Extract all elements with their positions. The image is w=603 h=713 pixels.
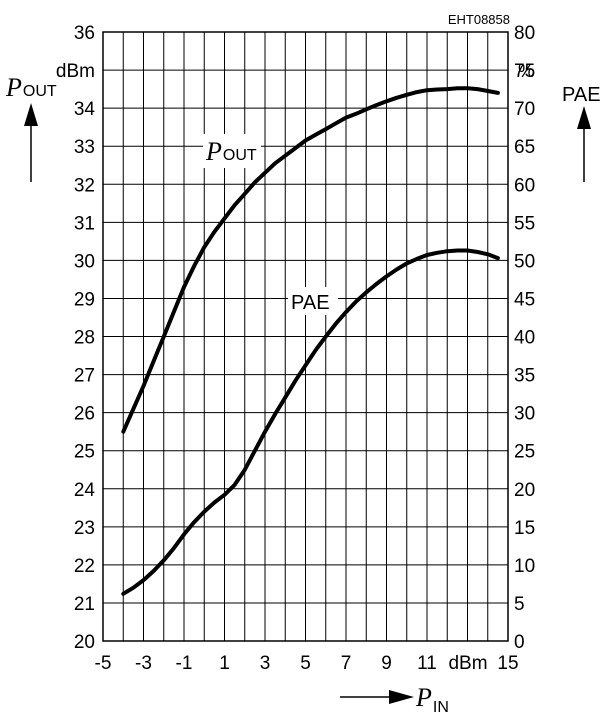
x-axis-tick-label: 15	[497, 653, 518, 674]
x-axis-ticks: -5 -3 -1 1 3 5 7 9 11 15	[95, 653, 519, 674]
right-axis-unit: %	[518, 61, 535, 82]
x-axis-title-main: P	[415, 683, 432, 712]
left-axis-tick-label: 36	[74, 23, 95, 44]
pae-curve	[121, 248, 500, 596]
curves	[121, 86, 500, 596]
left-axis-tick-label: 21	[74, 594, 95, 615]
right-axis-tick-label: 60	[514, 175, 535, 196]
series-label-pout: POUT	[205, 137, 257, 166]
left-axis-tick-label: 31	[74, 213, 95, 234]
x-axis-tick-label: -5	[95, 653, 112, 674]
right-axis-tick-label: 15	[514, 518, 535, 539]
figure-code: EHT08858	[448, 12, 510, 27]
right-axis-ticks: 0 5 10 15 20 25 30 35 40 45 50 55 60 65 70 75 80	[514, 23, 535, 653]
right-axis-arrow-head	[577, 106, 591, 129]
series-label-pout-main: P	[205, 137, 222, 166]
x-axis-tick-label: -1	[176, 653, 193, 674]
left-axis-tick-label: 33	[74, 137, 95, 158]
x-axis-tick-label: 9	[381, 653, 392, 674]
pout-curve	[121, 86, 500, 434]
right-axis-tick-label: 55	[514, 213, 535, 234]
left-axis-title: POUT	[5, 73, 57, 102]
x-axis-tick-label: 5	[300, 653, 311, 674]
x-axis-title-sub: IN	[433, 699, 449, 713]
right-axis-tick-label: 50	[514, 251, 535, 272]
left-axis-tick-label: 24	[74, 480, 96, 501]
right-axis-tick-label: 20	[514, 480, 535, 501]
left-axis-title-sub: OUT	[23, 83, 57, 100]
left-axis-unit: dBm	[56, 61, 95, 82]
series-label-pout-sub: OUT	[223, 147, 257, 164]
right-axis-tick-label: 75	[514, 61, 535, 82]
pout-label-mask	[203, 134, 261, 168]
right-axis-title: PAE	[562, 84, 601, 106]
left-axis-tick-label: 20	[74, 632, 95, 653]
left-axis-tick-label: 34	[74, 99, 96, 120]
x-axis-tick-label: 11	[417, 653, 437, 674]
x-axis-arrow-head	[389, 690, 414, 704]
x-axis-unit: dBm	[448, 653, 487, 674]
left-axis-ticks: 20 21 22 23 24 25 26 27 28 29 30 31 32 33 34 36	[74, 23, 96, 653]
right-axis-tick-label: 30	[514, 404, 535, 425]
right-axis-tick-label: 65	[514, 137, 535, 158]
x-axis-tick-label: -3	[135, 653, 152, 674]
left-axis-tick-label: 32	[74, 175, 95, 196]
left-axis-tick-label: 28	[74, 328, 95, 349]
grid	[103, 32, 508, 641]
right-axis-tick-label: 35	[514, 366, 535, 387]
left-axis-tick-label: 25	[74, 442, 95, 463]
left-axis-tick-label: 30	[74, 251, 95, 272]
left-axis-tick-label: 27	[74, 366, 95, 387]
left-axis-tick-label: 26	[74, 404, 95, 425]
x-axis-tick-label: 7	[341, 653, 352, 674]
right-axis-tick-label: 0	[514, 632, 525, 653]
left-axis-title-main: P	[5, 73, 22, 102]
right-axis-tick-label: 40	[514, 328, 535, 349]
left-axis-tick-label: 23	[74, 518, 95, 539]
left-axis-arrow-head	[24, 103, 38, 126]
right-axis-tick-label: 5	[514, 594, 525, 615]
series-label-pae: PAE	[291, 292, 330, 314]
left-axis-tick-label: 22	[74, 556, 95, 577]
right-axis-tick-label: 45	[514, 289, 535, 310]
x-axis-title: PIN	[415, 683, 449, 713]
left-axis-tick-label: 29	[74, 289, 95, 310]
right-axis-tick-label: 80	[514, 23, 535, 44]
pae-label-mask	[288, 287, 338, 315]
right-axis-tick-label: 10	[514, 556, 535, 577]
right-axis-tick-label: 25	[514, 442, 535, 463]
x-axis-tick-label: 3	[260, 653, 271, 674]
x-axis-tick-label: 1	[219, 653, 230, 674]
right-axis-tick-label: 70	[514, 99, 535, 120]
